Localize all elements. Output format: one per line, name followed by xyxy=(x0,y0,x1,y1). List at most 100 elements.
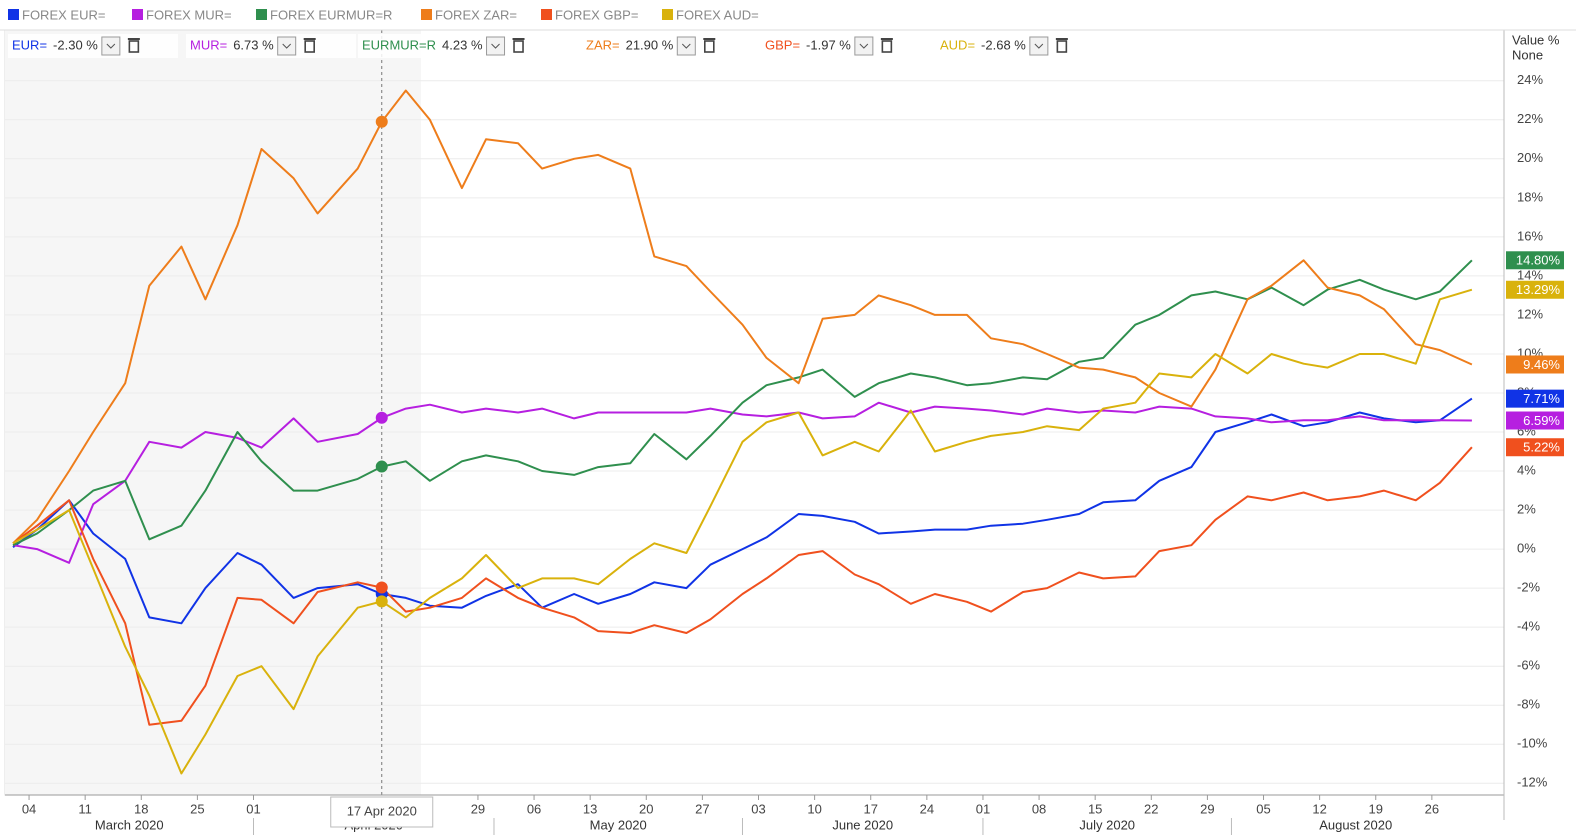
trash-body[interactable] xyxy=(513,40,524,53)
y-tick-label: -8% xyxy=(1517,697,1541,712)
month-label: August 2020 xyxy=(1319,817,1392,832)
hover-code: MUR= xyxy=(190,37,227,52)
legend-swatch xyxy=(662,9,673,20)
crosshair-label: 17 Apr 2020 xyxy=(347,803,417,818)
x-tick-label: 26 xyxy=(1425,801,1439,816)
series-line xyxy=(12,89,1473,545)
hover-value: 6.73 % xyxy=(233,37,274,52)
delete-button[interactable] xyxy=(127,38,140,53)
y-tick-label: 12% xyxy=(1517,306,1543,321)
trash-lid[interactable] xyxy=(703,38,716,40)
delete-button[interactable] xyxy=(512,38,525,53)
delete-button[interactable] xyxy=(1055,38,1068,53)
hover-code: EURMUR=R xyxy=(362,37,436,52)
dropdown-button[interactable] xyxy=(101,36,121,56)
x-tick-label: 15 xyxy=(1088,801,1102,816)
month-label: May 2020 xyxy=(590,817,647,832)
month-label: March 2020 xyxy=(95,817,164,832)
x-tick-label: 11 xyxy=(78,801,92,816)
dropdown-box[interactable] xyxy=(1029,36,1049,56)
series-line xyxy=(12,401,1472,564)
delete-button[interactable] xyxy=(880,38,893,53)
trash-body[interactable] xyxy=(128,40,140,53)
delete-button[interactable] xyxy=(703,38,716,53)
dropdown-chevron[interactable] xyxy=(491,43,500,49)
end-badge xyxy=(1506,411,1564,430)
dropdown-box[interactable] xyxy=(854,36,874,56)
hover-code: EUR= xyxy=(12,37,47,52)
hover-item-bg xyxy=(186,34,356,58)
y-tick-label: 24% xyxy=(1517,72,1543,87)
y-tick-label: 22% xyxy=(1517,111,1543,126)
y-tick-label: -2% xyxy=(1517,580,1541,595)
dropdown-button[interactable] xyxy=(854,36,874,56)
trash-lid[interactable] xyxy=(1055,38,1068,40)
trash-lid[interactable] xyxy=(127,38,140,40)
legend-label: FOREX ZAR= xyxy=(435,7,517,22)
dropdown-chevron[interactable] xyxy=(106,43,116,49)
legend-label: FOREX AUD= xyxy=(676,7,759,22)
hover-code: AUD= xyxy=(940,37,975,52)
x-tick-label: 27 xyxy=(695,801,709,816)
dropdown-chevron[interactable] xyxy=(681,43,691,49)
x-tick-label: 19 xyxy=(1369,801,1383,816)
x-tick-label: 12 xyxy=(1312,801,1326,816)
x-tick-label: 20 xyxy=(639,801,653,816)
dropdown-box[interactable] xyxy=(277,36,297,56)
header-band xyxy=(0,0,1576,30)
dropdown-box[interactable] xyxy=(486,36,506,56)
hover-dot xyxy=(375,460,388,473)
trash-body[interactable] xyxy=(703,40,715,53)
hover-value: 21.90 % xyxy=(626,37,674,52)
hover-dot xyxy=(375,115,388,128)
overlay xyxy=(375,30,388,795)
dropdown-button[interactable] xyxy=(277,36,297,56)
y-tick-label: 14% xyxy=(1517,267,1543,282)
shaded-region xyxy=(5,30,421,795)
y-tick-label: -10% xyxy=(1517,736,1548,751)
y-tick-label: 2% xyxy=(1517,502,1536,517)
x-tick-label: 24 xyxy=(920,801,934,816)
y-tick-label: -6% xyxy=(1517,658,1541,673)
trash-lid[interactable] xyxy=(880,38,893,40)
x-tick-label: 01 xyxy=(246,801,260,816)
end-badge xyxy=(1506,355,1564,374)
trash-lid[interactable] xyxy=(512,38,525,40)
x-tick-label: 25 xyxy=(190,801,204,816)
trash-body[interactable] xyxy=(1056,40,1068,53)
series-line xyxy=(12,288,1473,775)
legend-swatch xyxy=(256,9,267,20)
trash-lid[interactable] xyxy=(303,38,316,40)
dropdown-box[interactable] xyxy=(101,36,121,56)
legend-swatch xyxy=(421,9,432,20)
lines xyxy=(12,89,1473,775)
x-tick-label: 04 xyxy=(22,801,36,816)
end-badge-label: 13.29% xyxy=(1516,282,1561,297)
x-tick-label: 29 xyxy=(1200,801,1214,816)
y-tick-label: 16% xyxy=(1517,228,1543,243)
right-axis-title: Value % xyxy=(1512,32,1560,47)
dropdown-button[interactable] xyxy=(486,36,506,56)
month-label: July 2020 xyxy=(1079,817,1135,832)
delete-button[interactable] xyxy=(303,38,316,53)
dropdown-button[interactable] xyxy=(676,36,696,56)
trash-body[interactable] xyxy=(304,40,315,53)
trash-body[interactable] xyxy=(881,40,893,53)
y-tick-label: 4% xyxy=(1517,462,1536,477)
dropdown-chevron[interactable] xyxy=(1034,43,1044,49)
hover-item-bg xyxy=(8,34,178,58)
dropdown-box[interactable] xyxy=(676,36,696,56)
dropdown-button[interactable] xyxy=(1029,36,1049,56)
hover-item-bg xyxy=(936,34,1106,58)
series-line xyxy=(12,397,1473,625)
hover-value: -2.30 % xyxy=(53,37,98,52)
hover-item: MUR= 6.73 % xyxy=(186,34,356,58)
dropdown-chevron[interactable] xyxy=(859,43,869,49)
hover-item: EURMUR=R 4.23 % xyxy=(358,34,528,58)
hover-item: ZAR= 21.90 % xyxy=(582,34,752,58)
dropdown-chevron[interactable] xyxy=(282,43,292,49)
end-badge-label: 9.46% xyxy=(1523,357,1560,372)
x-tick-label: 10 xyxy=(807,801,821,816)
end-badge xyxy=(1506,389,1564,408)
